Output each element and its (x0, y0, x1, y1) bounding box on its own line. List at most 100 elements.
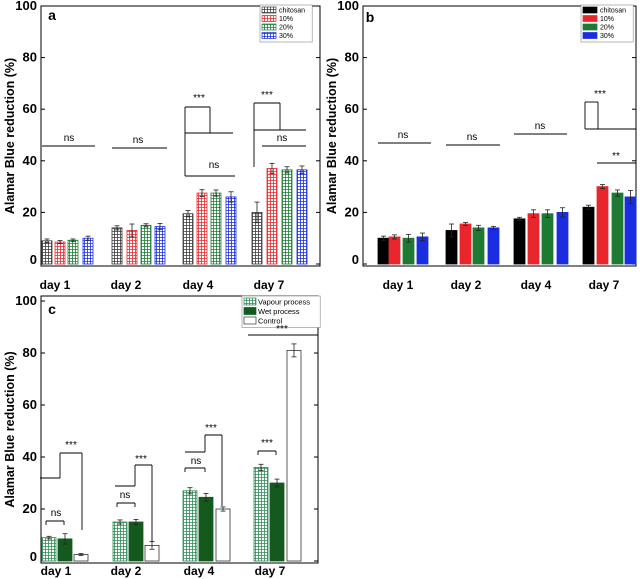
y-tick-label: 60 (345, 101, 359, 116)
bar-chitosan-day-1 (41, 240, 53, 265)
legend-label: 10% (600, 16, 614, 23)
legend-swatch (243, 316, 257, 325)
chart-panel-a: 0 20 40 60 80 100 Alamar Blue reduction (%) a da… (3, 0, 321, 292)
x-category-label: day 4 (521, 278, 552, 292)
x-category-label: day 7 (589, 278, 620, 292)
legend-swatch (261, 23, 277, 31)
significance-label: ns (277, 133, 288, 144)
bar-20-day-2 (140, 224, 152, 265)
legend-label: Wet process (258, 307, 300, 316)
bar-chitosan-day-4 (513, 218, 526, 265)
bar-10-day-4 (527, 213, 540, 265)
bar-30-day-4 (556, 211, 569, 265)
y-tick-label: 100 (15, 0, 37, 13)
legend-label: 20% (279, 25, 293, 32)
y-tick-label: 100 (15, 293, 37, 308)
plot-frame (40, 295, 319, 564)
x-category-label: day 1 (383, 278, 414, 292)
y-tick-label: 60 (23, 397, 37, 412)
bar-control-day-7 (286, 349, 302, 562)
y-tick-label: 100 (337, 0, 359, 13)
legend-swatch (243, 307, 257, 315)
chart-panel-b: 0 20 40 60 80 100 Alamar Blue reduction (%) b da… (325, 0, 637, 292)
x-category-label: day 4 (183, 278, 214, 292)
bar-vapour-process-day-1 (41, 537, 57, 562)
bar-10-day-2 (459, 223, 472, 265)
panel-label: c (48, 301, 56, 317)
bar-30-day-4 (225, 196, 237, 265)
bar-vapour-process-day-7 (253, 466, 269, 562)
significance-label: ns (51, 508, 62, 519)
bar-20-day-4 (541, 213, 554, 265)
bar-20-day-7 (611, 192, 624, 265)
legend-label: chitosan (600, 8, 626, 15)
bar-wet-process-day-4 (198, 496, 214, 562)
bar-10-day-7 (596, 186, 609, 265)
y-tick-label: 40 (23, 449, 37, 464)
y-axis-label: Alamar Blue reduction (%) (3, 58, 17, 214)
legend-swatch (582, 15, 598, 22)
bar-wet-process-day-7 (269, 482, 285, 562)
panel-label: b (366, 9, 375, 25)
legend-swatch (261, 32, 277, 39)
legend-label: Vapour process (258, 298, 310, 307)
y-tick-label: 0 (352, 252, 359, 267)
legend-label: 10% (279, 16, 293, 23)
bar-chitosan-day-7 (582, 206, 595, 265)
y-tick-label: 0 (30, 252, 37, 267)
x-category-label: day 2 (111, 278, 142, 292)
legend-label: 30% (279, 33, 293, 40)
significance-label: ** (612, 151, 620, 162)
y-axis-label: Alamar Blue reduction (%) (3, 351, 17, 507)
significance-label: *** (193, 93, 205, 104)
bar-10-day-7 (266, 168, 278, 265)
bar-10-day-1 (54, 241, 66, 265)
significance-label: *** (276, 324, 288, 335)
legend-label: Control (258, 317, 283, 326)
y-tick-label: 80 (23, 50, 37, 65)
y-tick-label: 40 (23, 153, 37, 168)
legend-swatch (261, 15, 277, 22)
plot-frame (362, 5, 637, 267)
legend-label: chitosan (279, 8, 305, 15)
y-tick-label: 20 (345, 204, 359, 219)
bar-20-day-2 (472, 227, 485, 265)
significance-label: ns (120, 490, 131, 501)
significance-label: *** (261, 90, 273, 101)
bar-vapour-process-day-2 (112, 521, 128, 562)
bar-chitosan-day-2 (111, 227, 123, 265)
legend-swatch (243, 297, 257, 306)
significance-label: ns (535, 121, 546, 132)
x-category-label: day 1 (40, 278, 71, 292)
bar-chitosan-day-4 (182, 213, 194, 265)
legend-swatch (582, 6, 598, 14)
significance-label: ns (133, 135, 144, 146)
bar-30-day-7 (296, 169, 308, 265)
y-axis-label: Alamar Blue reduction (%) (325, 58, 339, 214)
x-category-label: day 2 (451, 278, 482, 292)
bar-10-day-4 (196, 192, 208, 265)
legend-swatch (582, 23, 598, 31)
x-category-label: day 7 (254, 278, 285, 292)
significance-label: ns (398, 130, 409, 141)
plot-frame (40, 5, 321, 267)
bar-20-day-1 (67, 239, 79, 265)
legend-label: 20% (600, 25, 614, 32)
bar-20-day-7 (281, 169, 293, 265)
x-category-label: day 1 (41, 564, 72, 578)
significance-label: *** (594, 89, 606, 100)
bar-wet-process-day-2 (128, 521, 144, 562)
x-category-label: day 2 (111, 564, 142, 578)
panel-label: a (48, 7, 56, 23)
significance-label: *** (205, 423, 217, 434)
bar-30-day-1 (82, 237, 94, 265)
significance-label: *** (65, 440, 77, 451)
legend-swatch (582, 32, 598, 39)
x-category-label: day 7 (255, 564, 286, 578)
bar-control-day-4 (215, 508, 231, 562)
significance-label: ns (209, 160, 220, 171)
legend-swatch (261, 6, 277, 14)
y-tick-label: 0 (30, 549, 37, 564)
y-tick-label: 20 (23, 204, 37, 219)
x-category-label: day 4 (184, 564, 215, 578)
